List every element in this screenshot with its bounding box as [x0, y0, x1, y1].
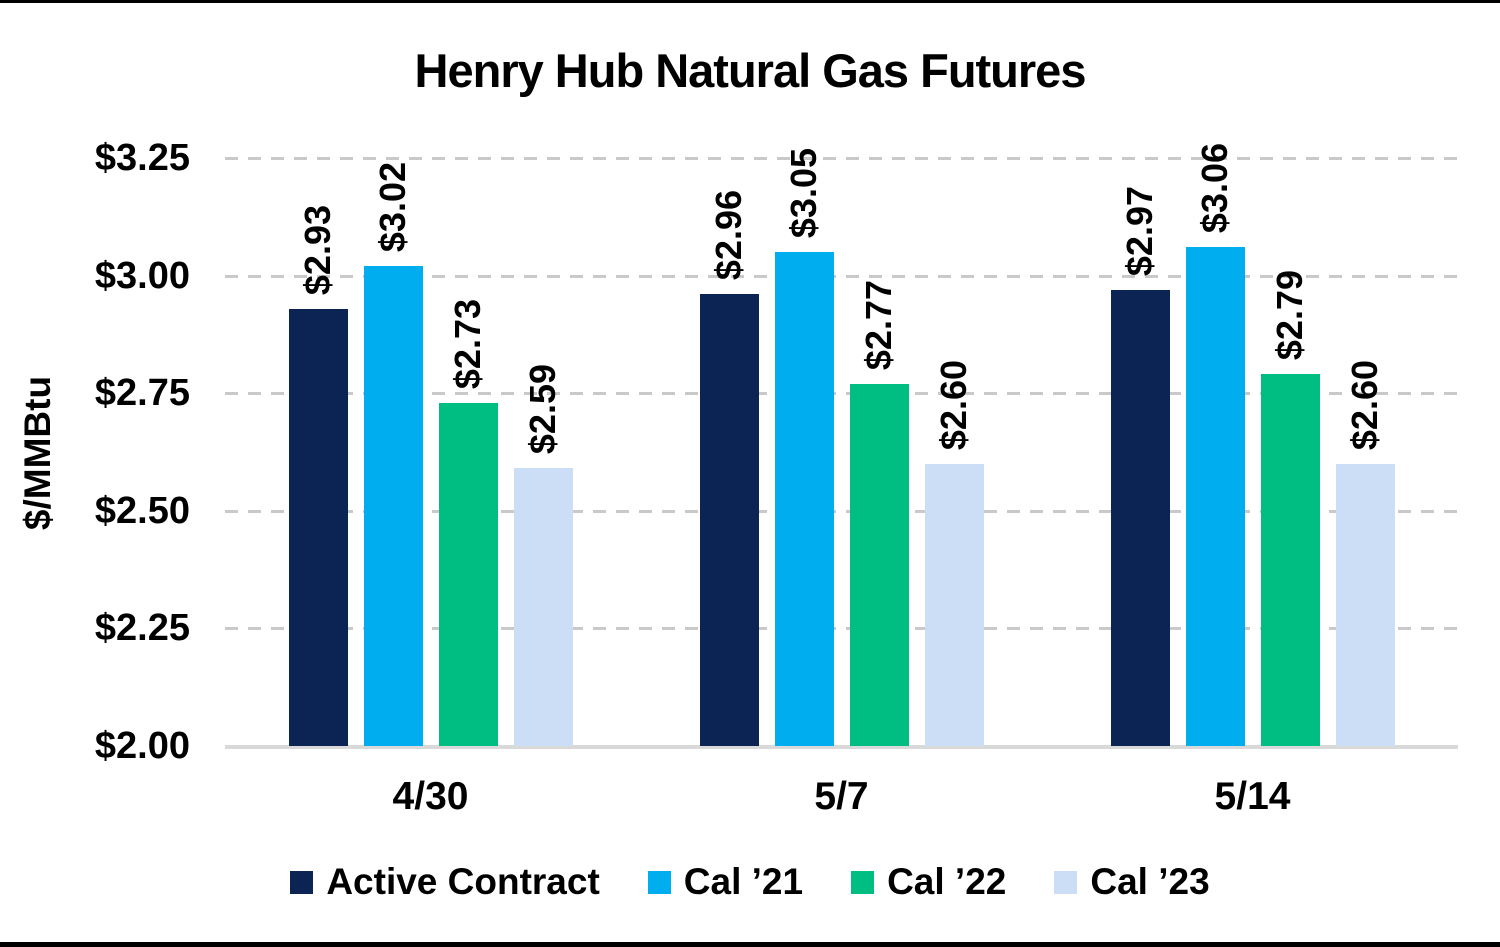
x-tick-label: 5/14	[1214, 775, 1291, 818]
legend-marker-icon	[851, 870, 875, 894]
legend: Active Contract Cal ’21 Cal ’22 Cal ’23	[0, 861, 1500, 903]
bar	[363, 266, 423, 746]
legend-marker-icon	[1054, 870, 1078, 894]
legend-item: Cal ’22	[851, 861, 1006, 903]
bar-wrap: $2.96	[699, 158, 759, 746]
bar-wrap: $2.97	[1110, 158, 1170, 746]
x-tick-label: 4/30	[392, 775, 469, 818]
bar	[1185, 247, 1245, 746]
gridline	[225, 157, 1458, 160]
bar	[1260, 374, 1320, 746]
y-tick-label: $2.75	[94, 372, 190, 414]
bar-wrap: $2.77	[849, 158, 909, 746]
legend-item: Cal ’21	[647, 861, 804, 903]
y-tick-label: $2.25	[94, 607, 190, 649]
legend-marker-icon	[647, 870, 671, 894]
bar-wrap: $2.60	[924, 158, 984, 746]
bar-wrap: $2.73	[438, 158, 498, 746]
bar-wrap: $3.06	[1185, 143, 1245, 746]
gridline	[225, 627, 1458, 630]
x-axis: 4/30 5/7 5/14	[225, 775, 1458, 819]
bar-wrap: $2.79	[1260, 158, 1320, 746]
bar	[774, 252, 834, 746]
x-axis-line	[225, 745, 1458, 749]
bar	[438, 403, 498, 746]
bar	[1110, 290, 1170, 746]
bar-value-label: $2.77	[858, 279, 899, 370]
bar	[1335, 464, 1395, 746]
bar-value-label: $2.60	[1344, 359, 1385, 450]
legend-label: Cal ’22	[887, 861, 1007, 902]
chart-title: Henry Hub Natural Gas Futures	[414, 44, 1087, 97]
bar-value-label: $3.06	[1194, 142, 1235, 233]
legend-label: Active Contract	[326, 861, 600, 902]
bar-value-label: $3.05	[783, 147, 824, 238]
bar-group-5/14: $2.97 $3.06 $2.79 $2.60	[1047, 143, 1458, 746]
y-tick-label: $3.25	[94, 137, 190, 179]
bar-wrap: $2.59	[513, 158, 573, 746]
legend-item: Active Contract	[290, 861, 600, 903]
bar-value-label: $2.79	[1269, 269, 1310, 360]
bar-groups: $2.93 $3.02 $2.73 $2.59 $2.96 $3.05 $2.77 $2.60…	[225, 143, 1458, 746]
x-tick-label: 5/7	[814, 775, 869, 818]
bar-value-label: $2.73	[447, 298, 488, 389]
bar	[513, 468, 573, 746]
gridline	[225, 392, 1458, 395]
bar	[849, 384, 909, 746]
bar-group-5/7: $2.96 $3.05 $2.77 $2.60	[636, 148, 1047, 746]
bar-value-label: $2.93	[297, 204, 338, 295]
plot-area: $2.93 $3.02 $2.73 $2.59 $2.96 $3.05 $2.77 $2.60…	[225, 143, 1458, 749]
bar-value-label: $2.96	[708, 189, 749, 280]
bar-wrap: $2.93	[288, 158, 348, 746]
bar-group-4/30: $2.93 $3.02 $2.73 $2.59	[225, 158, 636, 746]
legend-label: Cal ’21	[683, 861, 804, 902]
bar-value-label: $2.97	[1119, 185, 1160, 276]
bar	[288, 309, 348, 746]
bar-wrap: $2.60	[1335, 158, 1395, 746]
bar-wrap: $3.05	[774, 148, 834, 746]
legend-label: Cal ’23	[1090, 861, 1210, 902]
bar-wrap: $3.02	[363, 158, 423, 746]
y-tick-label: $3.00	[94, 255, 190, 297]
bar	[924, 464, 984, 746]
gridline	[225, 510, 1458, 513]
y-tick-label: $2.50	[94, 490, 190, 532]
legend-item: Cal ’23	[1054, 861, 1210, 903]
legend-marker-icon	[290, 870, 314, 894]
bar-value-label: $2.60	[933, 359, 974, 450]
gridline	[225, 275, 1458, 278]
bar-value-label: $3.02	[372, 161, 413, 252]
y-tick-label: $2.00	[94, 725, 190, 767]
bar	[699, 294, 759, 746]
bar-value-label: $2.59	[522, 363, 563, 454]
